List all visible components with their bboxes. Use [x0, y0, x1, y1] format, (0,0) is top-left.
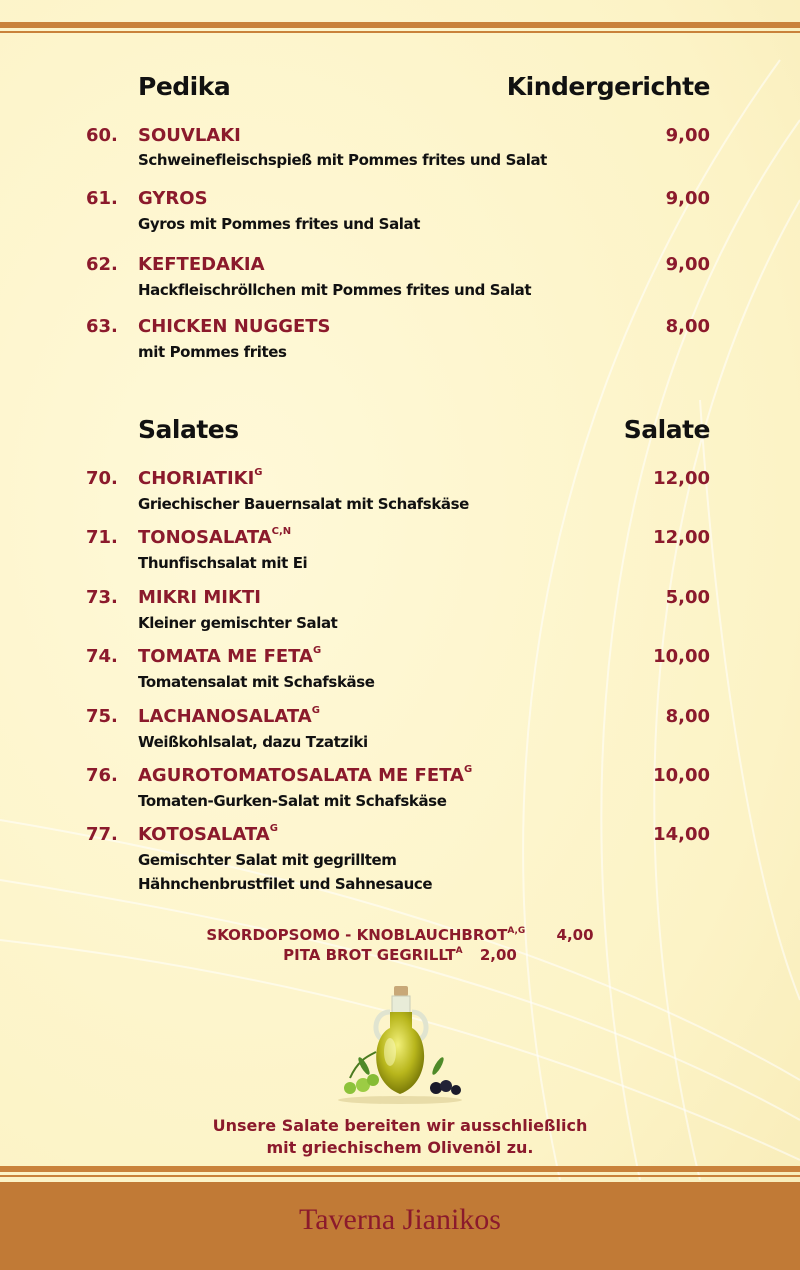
allergen-codes: G	[311, 705, 320, 716]
item-name: GYROS	[138, 188, 208, 209]
item-price: 8,00	[665, 706, 710, 727]
footer-band	[0, 1182, 800, 1270]
item-price: 12,00	[653, 527, 710, 548]
item-name: TONOSALATAC,N	[138, 526, 292, 548]
restaurant-name: Taverna Jianikos	[298, 1203, 501, 1236]
bottom-stripe-thick	[0, 1166, 800, 1172]
item-number: 74.	[86, 646, 118, 667]
item-description: Tomatensalat mit Schafskäse	[138, 673, 375, 691]
top-stripe-thick	[0, 22, 800, 28]
item-description: Hackfleischröllchen mit Pommes frites un…	[138, 281, 532, 299]
allergen-codes: G	[463, 764, 473, 775]
extra-name: PITA BROT GEGRILLT	[283, 946, 456, 964]
item-number: 63.	[86, 316, 118, 337]
olive-oil-bottle-icon	[338, 986, 462, 1104]
allergen-codes: G	[254, 467, 263, 478]
item-price: 10,00	[653, 646, 710, 667]
item-price: 9,00	[665, 188, 710, 209]
item-name: LACHANOSALATAG	[138, 705, 320, 727]
allergen-codes: A,G	[507, 926, 526, 936]
extra-item: SKORDOPSOMO - KNOBLAUCHBROTA,G 4,00	[0, 926, 800, 944]
allergen-codes: A	[455, 946, 463, 956]
item-name: CHICKEN NUGGETS	[138, 316, 331, 337]
top-stripe-thin	[0, 31, 800, 33]
item-description: Tomaten-Gurken-Salat mit Schafskäse	[138, 792, 447, 810]
item-price: 8,00	[665, 316, 710, 337]
item-price: 9,00	[665, 125, 710, 146]
item-price: 10,00	[653, 765, 710, 786]
item-name: KOTOSALATAG	[138, 823, 278, 845]
extra-price: 2,00	[479, 946, 517, 964]
extra-price: 4,00	[556, 926, 594, 944]
item-number: 71.	[86, 527, 118, 548]
extra-item: PITA BROT GEGRILLTA 2,00	[0, 946, 800, 964]
item-number: 73.	[86, 587, 118, 608]
section-title-greek: Pedika	[138, 72, 231, 101]
item-description: mit Pommes frites	[138, 343, 287, 361]
item-name: TOMATA ME FETAG	[138, 645, 322, 667]
section-title-german: Kindergerichte	[506, 72, 711, 101]
item-name: SOUVLAKI	[138, 125, 241, 146]
item-number: 60.	[86, 125, 118, 146]
section-title-greek: Salates	[138, 415, 239, 444]
item-price: 9,00	[665, 254, 710, 275]
item-name: KEFTEDAKIA	[138, 254, 265, 275]
item-description: Thunfischsalat mit Ei	[138, 554, 308, 572]
item-name: CHORIATIKIG	[138, 467, 263, 489]
item-price: 5,00	[665, 587, 710, 608]
allergen-codes: C,N	[271, 526, 292, 537]
allergen-codes: G	[269, 823, 278, 834]
item-name: AGUROTOMATOSALATA ME FETAG	[138, 764, 473, 786]
bottom-stripe-thin	[0, 1175, 800, 1177]
item-number: 76.	[86, 765, 118, 786]
item-name: MIKRI MIKTI	[138, 587, 261, 608]
item-number: 70.	[86, 468, 118, 489]
section-title-german: Salate	[623, 415, 711, 444]
item-number: 77.	[86, 824, 118, 845]
item-number: 75.	[86, 706, 118, 727]
item-description-line2: Hähnchenbrustfilet und Sahnesauce	[138, 875, 433, 893]
olive-oil-note: Unsere Salate bereiten wir ausschließlic…	[212, 1116, 588, 1157]
item-number: 62.	[86, 254, 118, 275]
item-description: Gemischter Salat mit gegrilltem	[138, 851, 397, 869]
item-price: 12,00	[653, 468, 710, 489]
item-number: 61.	[86, 188, 118, 209]
item-description: Weißkohlsalat, dazu Tzatziki	[138, 733, 368, 751]
item-description: Griechischer Bauernsalat mit Schafskäse	[138, 495, 469, 513]
item-description: Kleiner gemischter Salat	[138, 614, 338, 632]
item-price: 14,00	[653, 824, 710, 845]
item-description: Schweinefleischspieß mit Pommes frites u…	[138, 151, 547, 169]
allergen-codes: G	[312, 645, 322, 656]
item-description: Gyros mit Pommes frites und Salat	[138, 215, 421, 233]
extra-name: SKORDOPSOMO - KNOBLAUCHBROT	[206, 926, 508, 944]
